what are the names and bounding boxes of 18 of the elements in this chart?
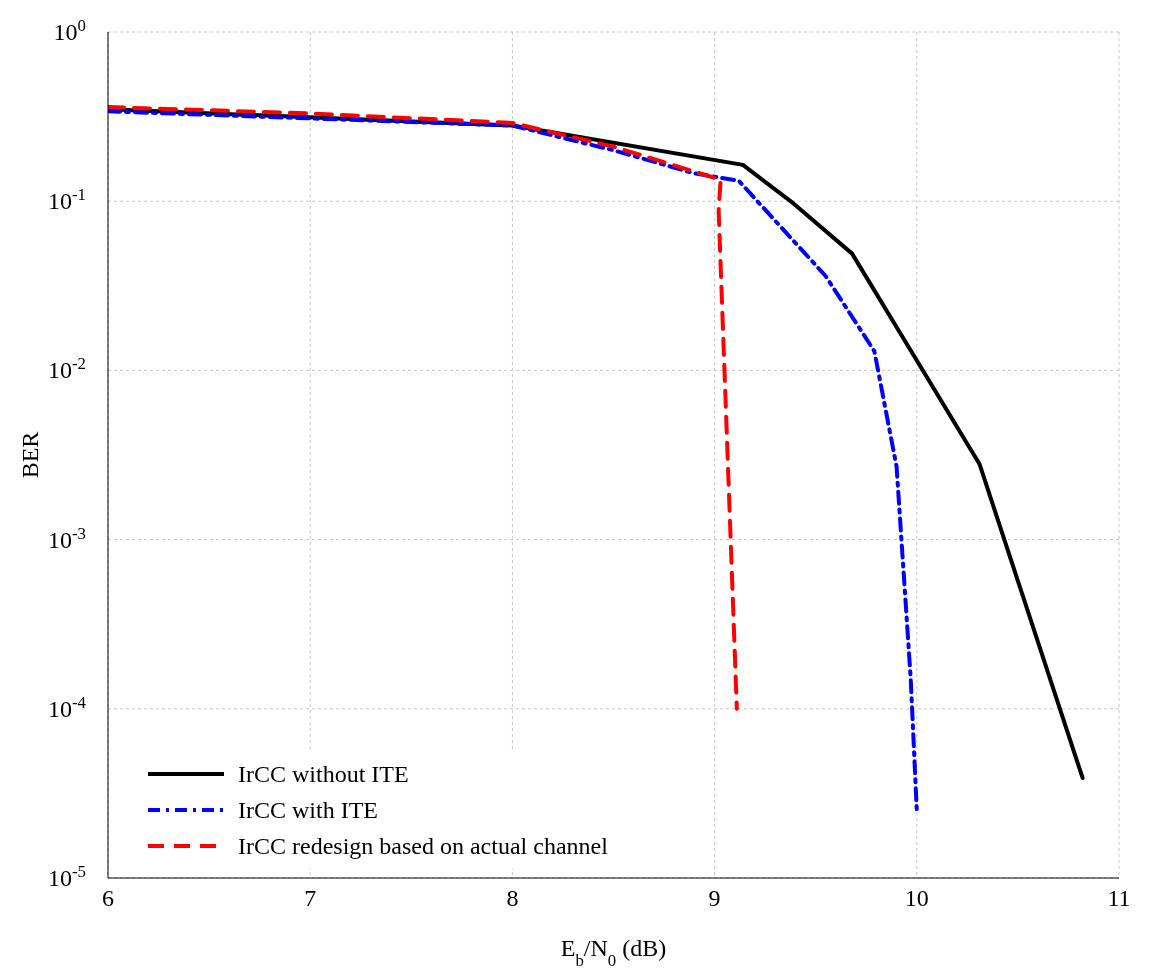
x-tick-label: 11 [1107,885,1131,911]
y-tick-label: 10$^{0}$ [53,15,86,45]
y-tick-label: 10$^{-2}$ [48,353,86,384]
x-tick-label: 10 [904,885,929,911]
x-tick-label: 7 [304,885,317,911]
legend-label: IrCC redesign based on actual channel [238,832,608,860]
y-axis-title: BER [17,431,43,479]
legend-label: IrCC with ITE [238,796,378,824]
y-tick-label: 10$^{-4}$ [48,692,87,722]
x-tick-label: 9 [708,885,721,911]
y-tick-label: 10$^{-1}$ [48,184,86,215]
line-series [108,105,739,711]
x-tick-label: 8 [506,885,519,911]
y-tick-label: 10$^{-5}$ [48,861,86,891]
legend-label: IrCC without ITE [238,760,409,788]
x-tick-label: 6 [102,885,114,911]
y-tick-label: 10$^{-3}$ [48,523,86,553]
x-axis-title: E$_{b}$/N$_{0}$ (dB) [560,935,667,970]
